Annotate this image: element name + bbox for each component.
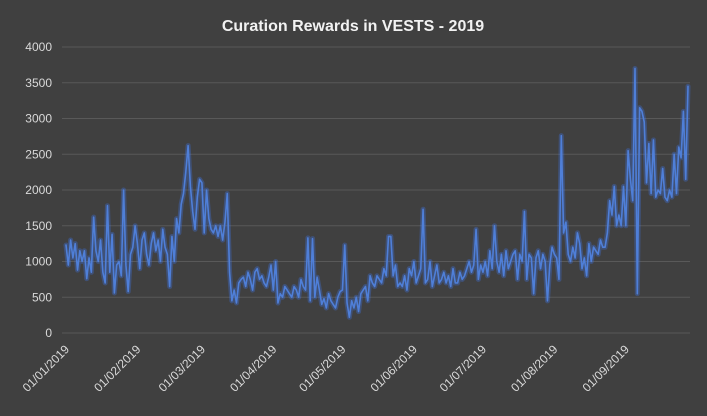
y-tick-label: 4000 (25, 40, 52, 54)
series-line (65, 67, 689, 319)
x-tick-label: 01/05/2019 (296, 342, 349, 395)
x-tick-label: 01/02/2019 (91, 342, 144, 395)
y-axis-tick-labels: 0 500 1000 1500 2000 2500 3000 3500 4000 (25, 40, 52, 340)
x-tick-label: 01/08/2019 (508, 342, 561, 395)
y-tick-label: 0 (45, 326, 52, 340)
x-tick-label: 01/06/2019 (368, 342, 421, 395)
x-tick-label: 01/03/2019 (156, 342, 209, 395)
series-line-glow (63, 65, 691, 320)
x-tick-label: 01/07/2019 (437, 342, 490, 395)
y-tick-label: 1500 (25, 219, 52, 233)
y-tick-label: 3500 (25, 76, 52, 90)
x-tick-label: 01/01/2019 (20, 342, 73, 395)
chart-title: Curation Rewards in VESTS - 2019 (222, 18, 484, 35)
y-tick-label: 1000 (25, 255, 52, 269)
y-tick-label: 500 (32, 290, 52, 304)
y-tick-label: 3000 (25, 112, 52, 126)
y-tick-label: 2500 (25, 147, 52, 161)
x-tick-label: 01/09/2019 (580, 342, 633, 395)
x-tick-label: 01/04/2019 (227, 342, 280, 395)
x-axis-tick-labels: 01/01/2019 01/02/2019 01/03/2019 01/04/2019… (20, 342, 632, 395)
y-tick-label: 2000 (25, 183, 52, 197)
series-layer (63, 65, 691, 320)
gridlines (62, 46, 690, 334)
